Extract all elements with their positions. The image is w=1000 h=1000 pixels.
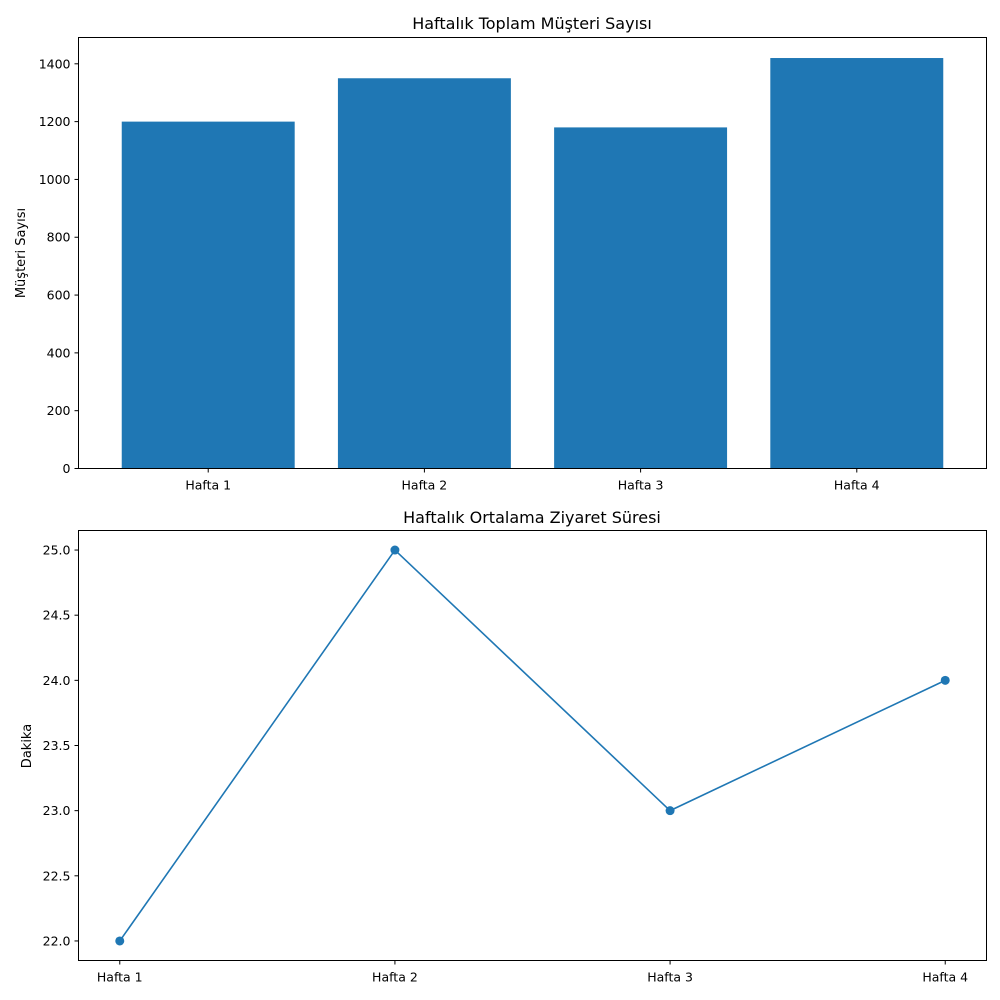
bar xyxy=(337,78,511,469)
line-chart-plot-frame xyxy=(78,530,987,961)
bar-chart-title: Haftalık Toplam Müşteri Sayısı xyxy=(412,14,652,33)
bar xyxy=(121,121,295,469)
data-point xyxy=(665,806,675,816)
bar xyxy=(770,58,944,469)
x-tick-label: Hafta 4 xyxy=(922,970,968,985)
x-tick-label: Hafta 2 xyxy=(402,478,448,493)
line-chart-title: Haftalık Ortalama Ziyaret Süresi xyxy=(403,508,661,527)
y-tick-label: 22.5 xyxy=(43,868,71,883)
line-x-ticks: Hafta 1 Hafta 2 Hafta 3 Hafta 4 xyxy=(97,960,968,985)
data-point xyxy=(390,545,400,555)
bar-x-ticks: Hafta 1 Hafta 2 Hafta 3 Hafta 4 xyxy=(185,468,880,493)
bar-chart-y-axis-label: Müşteri Sayısı xyxy=(14,208,29,298)
y-tick-label: 800 xyxy=(47,230,71,245)
y-tick-label: 1400 xyxy=(39,56,71,71)
y-tick-label: 0 xyxy=(63,461,71,476)
series-line xyxy=(119,548,946,942)
x-tick-label: Hafta 1 xyxy=(185,478,231,493)
y-tick-label: 400 xyxy=(47,345,71,360)
x-tick-label: Hafta 4 xyxy=(834,478,880,493)
y-tick-label: 25.0 xyxy=(43,543,71,558)
x-tick-label: Hafta 3 xyxy=(647,970,693,985)
y-tick-label: 1000 xyxy=(39,172,71,187)
y-tick-label: 24.0 xyxy=(43,673,71,688)
y-tick-label: 24.5 xyxy=(43,608,71,623)
y-tick-label: 22.0 xyxy=(43,933,71,948)
y-tick-label: 1200 xyxy=(39,114,71,129)
x-tick-label: Hafta 2 xyxy=(372,970,418,985)
bar-chart-plot-frame xyxy=(78,37,987,469)
data-point xyxy=(940,675,950,685)
x-tick-label: Hafta 3 xyxy=(618,478,664,493)
bar-marks xyxy=(121,58,944,469)
bar xyxy=(554,127,728,469)
y-tick-label: 200 xyxy=(47,403,71,418)
y-tick-label: 600 xyxy=(47,288,71,303)
line-chart: Haftalık Ortalama Ziyaret Süresi Dakika … xyxy=(20,508,987,985)
line-y-ticks: 22.0 22.5 23.0 23.5 24.0 24.5 25.0 xyxy=(43,543,79,948)
line-marks xyxy=(115,545,950,946)
line-chart-y-axis-label: Dakika xyxy=(20,724,35,768)
bar-y-ticks: 0 200 400 600 800 1000 1200 1400 xyxy=(39,56,79,476)
data-point xyxy=(115,936,125,946)
bar-chart: Haftalık Toplam Müşteri Sayısı Müşteri S… xyxy=(14,14,987,493)
y-tick-label: 23.5 xyxy=(43,738,71,753)
y-tick-label: 23.0 xyxy=(43,803,71,818)
x-tick-label: Hafta 1 xyxy=(97,970,143,985)
